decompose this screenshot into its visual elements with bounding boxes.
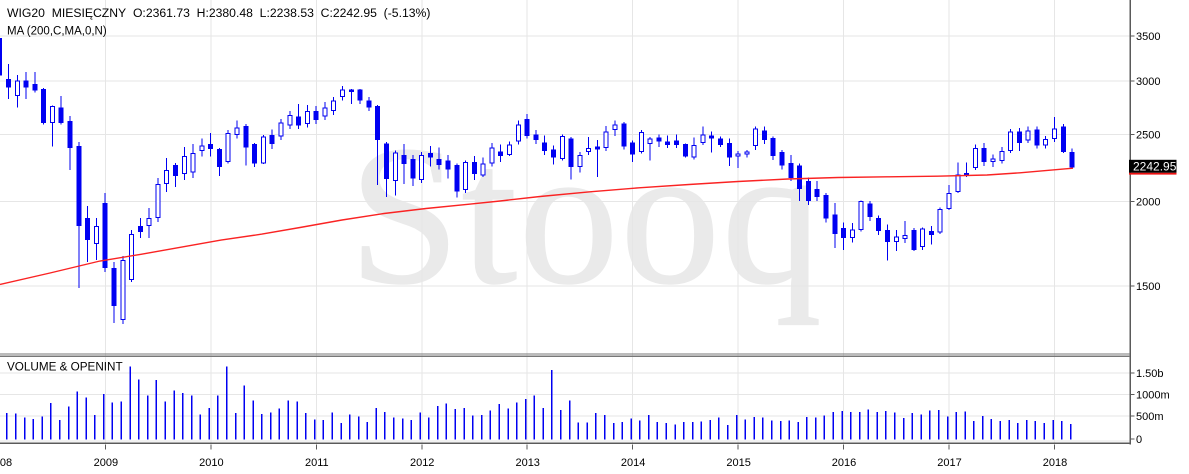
svg-text:500m: 500m <box>1136 411 1164 423</box>
svg-text:2010: 2010 <box>199 457 223 469</box>
svg-text:3000: 3000 <box>1136 76 1160 88</box>
svg-text:2014: 2014 <box>621 457 645 469</box>
svg-text:0: 0 <box>1136 434 1142 446</box>
svg-text:2009: 2009 <box>94 457 118 469</box>
svg-text:1.50b: 1.50b <box>1136 368 1164 380</box>
svg-text:VOLUME & OPENINT: VOLUME & OPENINT <box>7 361 123 374</box>
svg-text:MA (200,C,MA,0,N): MA (200,C,MA,0,N) <box>7 25 107 37</box>
svg-text:2500: 2500 <box>1136 129 1160 141</box>
svg-text:1000m: 1000m <box>1136 390 1170 402</box>
svg-text:2000: 2000 <box>1136 197 1160 209</box>
svg-text:WIG20 MIESIĘCZNY O:2361.73: WIG20 MIESIĘCZNY O:2361.73 H:2380.48 L:2… <box>7 6 430 20</box>
svg-text:Stooq: Stooq <box>349 106 823 326</box>
svg-text:2242.95: 2242.95 <box>1133 160 1177 174</box>
svg-text:2017: 2017 <box>937 457 961 469</box>
svg-text:2018: 2018 <box>1043 457 1067 469</box>
svg-text:2016: 2016 <box>832 457 856 469</box>
svg-text:2015: 2015 <box>726 457 750 469</box>
svg-text:3500: 3500 <box>1136 31 1160 43</box>
svg-text:2011: 2011 <box>305 457 329 469</box>
svg-text:1500: 1500 <box>1136 281 1160 293</box>
svg-text:2008: 2008 <box>0 457 12 469</box>
svg-text:2012: 2012 <box>410 457 434 469</box>
svg-text:2013: 2013 <box>515 457 539 469</box>
